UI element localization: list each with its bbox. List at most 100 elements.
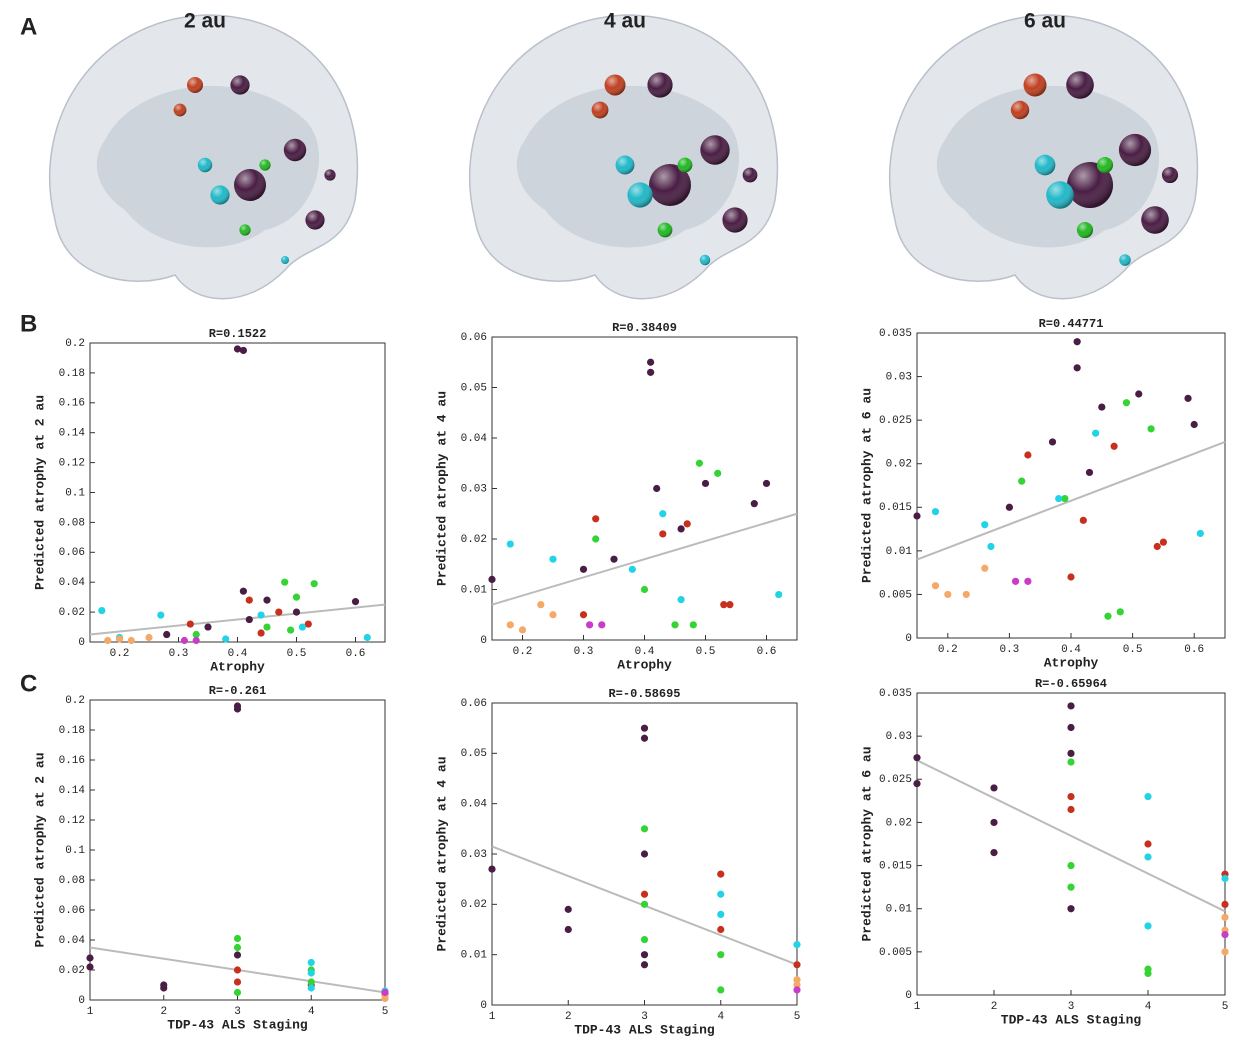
sphere-shade	[615, 155, 635, 175]
sphere-shade	[1010, 100, 1030, 120]
data-point	[245, 615, 253, 624]
sphere-shade	[1034, 154, 1056, 176]
chart-title: R=-0.65964	[1035, 677, 1107, 691]
sphere-shade	[173, 103, 187, 117]
data-point	[610, 555, 618, 563]
data-point	[1221, 900, 1229, 909]
brain-render	[48, 14, 359, 300]
y-tick-label: 0.06	[461, 698, 487, 710]
sphere-shade	[1076, 221, 1094, 239]
data-point	[233, 934, 242, 943]
data-point	[233, 966, 242, 974]
sphere-shade	[591, 101, 609, 119]
data-point	[640, 585, 649, 594]
data-point	[186, 620, 194, 628]
data-point	[281, 578, 289, 586]
data-point	[1153, 542, 1161, 551]
data-point	[160, 984, 168, 992]
sphere-shade	[647, 72, 673, 98]
sphere-shade	[283, 138, 307, 162]
data-point	[245, 596, 253, 604]
data-point	[506, 540, 514, 548]
data-point	[586, 621, 594, 629]
data-point	[239, 346, 247, 355]
sphere-shade	[239, 224, 251, 236]
y-axis-label: Predicted atrophy at 6 au	[859, 746, 874, 941]
data-point	[793, 981, 801, 989]
data-point	[86, 963, 94, 971]
data-point	[793, 961, 801, 969]
x-tick-label: 2	[565, 1011, 572, 1023]
data-point	[1067, 723, 1075, 732]
y-tick-label: 0.18	[59, 725, 85, 737]
data-point	[1024, 451, 1032, 459]
sphere-shade	[1023, 73, 1047, 97]
sphere-shade	[281, 256, 289, 264]
panel-label: C	[20, 670, 37, 697]
data-point	[1092, 429, 1100, 437]
data-point	[157, 611, 165, 619]
data-point	[689, 621, 697, 629]
data-point	[239, 587, 247, 595]
x-axis-label: Atrophy	[1044, 655, 1099, 670]
x-tick-label: 0.3	[999, 644, 1019, 656]
y-tick-label: 0.06	[59, 905, 85, 917]
fit-line	[916, 759, 1226, 913]
data-point	[233, 951, 242, 959]
x-tick-label: 0.4	[1061, 644, 1081, 656]
data-point	[720, 601, 728, 609]
data-point	[677, 525, 685, 533]
data-point	[913, 512, 921, 520]
data-point	[931, 508, 940, 516]
data-point	[726, 601, 734, 609]
data-point	[793, 976, 801, 984]
data-point	[1135, 390, 1143, 398]
data-point	[1073, 338, 1081, 346]
chart-title: R=-0.261	[209, 684, 267, 698]
x-axis-label: TDP-43 ALS Staging	[167, 1017, 308, 1032]
data-point	[292, 608, 301, 616]
data-point	[263, 596, 271, 604]
data-point	[564, 905, 572, 913]
x-tick-label: 0.4	[228, 648, 248, 660]
fit-line	[89, 603, 386, 636]
data-point	[1122, 399, 1131, 407]
x-axis-label: TDP-43 ALS Staging	[1001, 1012, 1142, 1027]
x-tick-label: 0.4	[635, 646, 655, 658]
data-point	[257, 629, 265, 637]
sphere-shade	[657, 222, 673, 238]
y-axis-label: Predicted atrophy at 6 au	[859, 388, 874, 583]
data-point	[793, 941, 801, 949]
data-point	[307, 969, 315, 977]
y-tick-label: 0.04	[59, 577, 86, 589]
panel-label: A	[20, 13, 37, 40]
sphere-shade	[187, 77, 203, 93]
data-point	[640, 724, 649, 732]
data-point	[381, 994, 389, 1003]
data-point	[518, 626, 527, 634]
y-tick-label: 0.1	[65, 845, 85, 857]
y-tick-label: 0.02	[886, 817, 912, 829]
sphere-shade	[649, 164, 691, 206]
data-point	[1067, 792, 1075, 801]
y-tick-label: 0.1	[65, 487, 85, 499]
y-tick-label: 0.02	[59, 607, 85, 619]
sphere-shade	[1118, 133, 1152, 167]
x-tick-label: 4	[717, 1011, 724, 1023]
y-tick-label: 0.04	[461, 433, 488, 445]
data-point	[233, 705, 242, 713]
data-point	[1144, 792, 1152, 801]
y-tick-label: 0.03	[886, 731, 912, 743]
data-point	[640, 961, 649, 969]
data-point	[717, 951, 725, 959]
data-point	[1221, 931, 1229, 939]
data-point	[98, 607, 106, 615]
sphere-shade	[627, 182, 653, 208]
y-tick-label: 0.015	[879, 860, 912, 872]
data-point	[307, 984, 315, 992]
x-axis-label: Atrophy	[617, 657, 672, 672]
sphere-shade	[210, 185, 230, 205]
y-axis-label: Predicted atrophy at 4 au	[434, 756, 449, 951]
plot-frame	[89, 342, 386, 643]
data-point	[564, 925, 572, 934]
